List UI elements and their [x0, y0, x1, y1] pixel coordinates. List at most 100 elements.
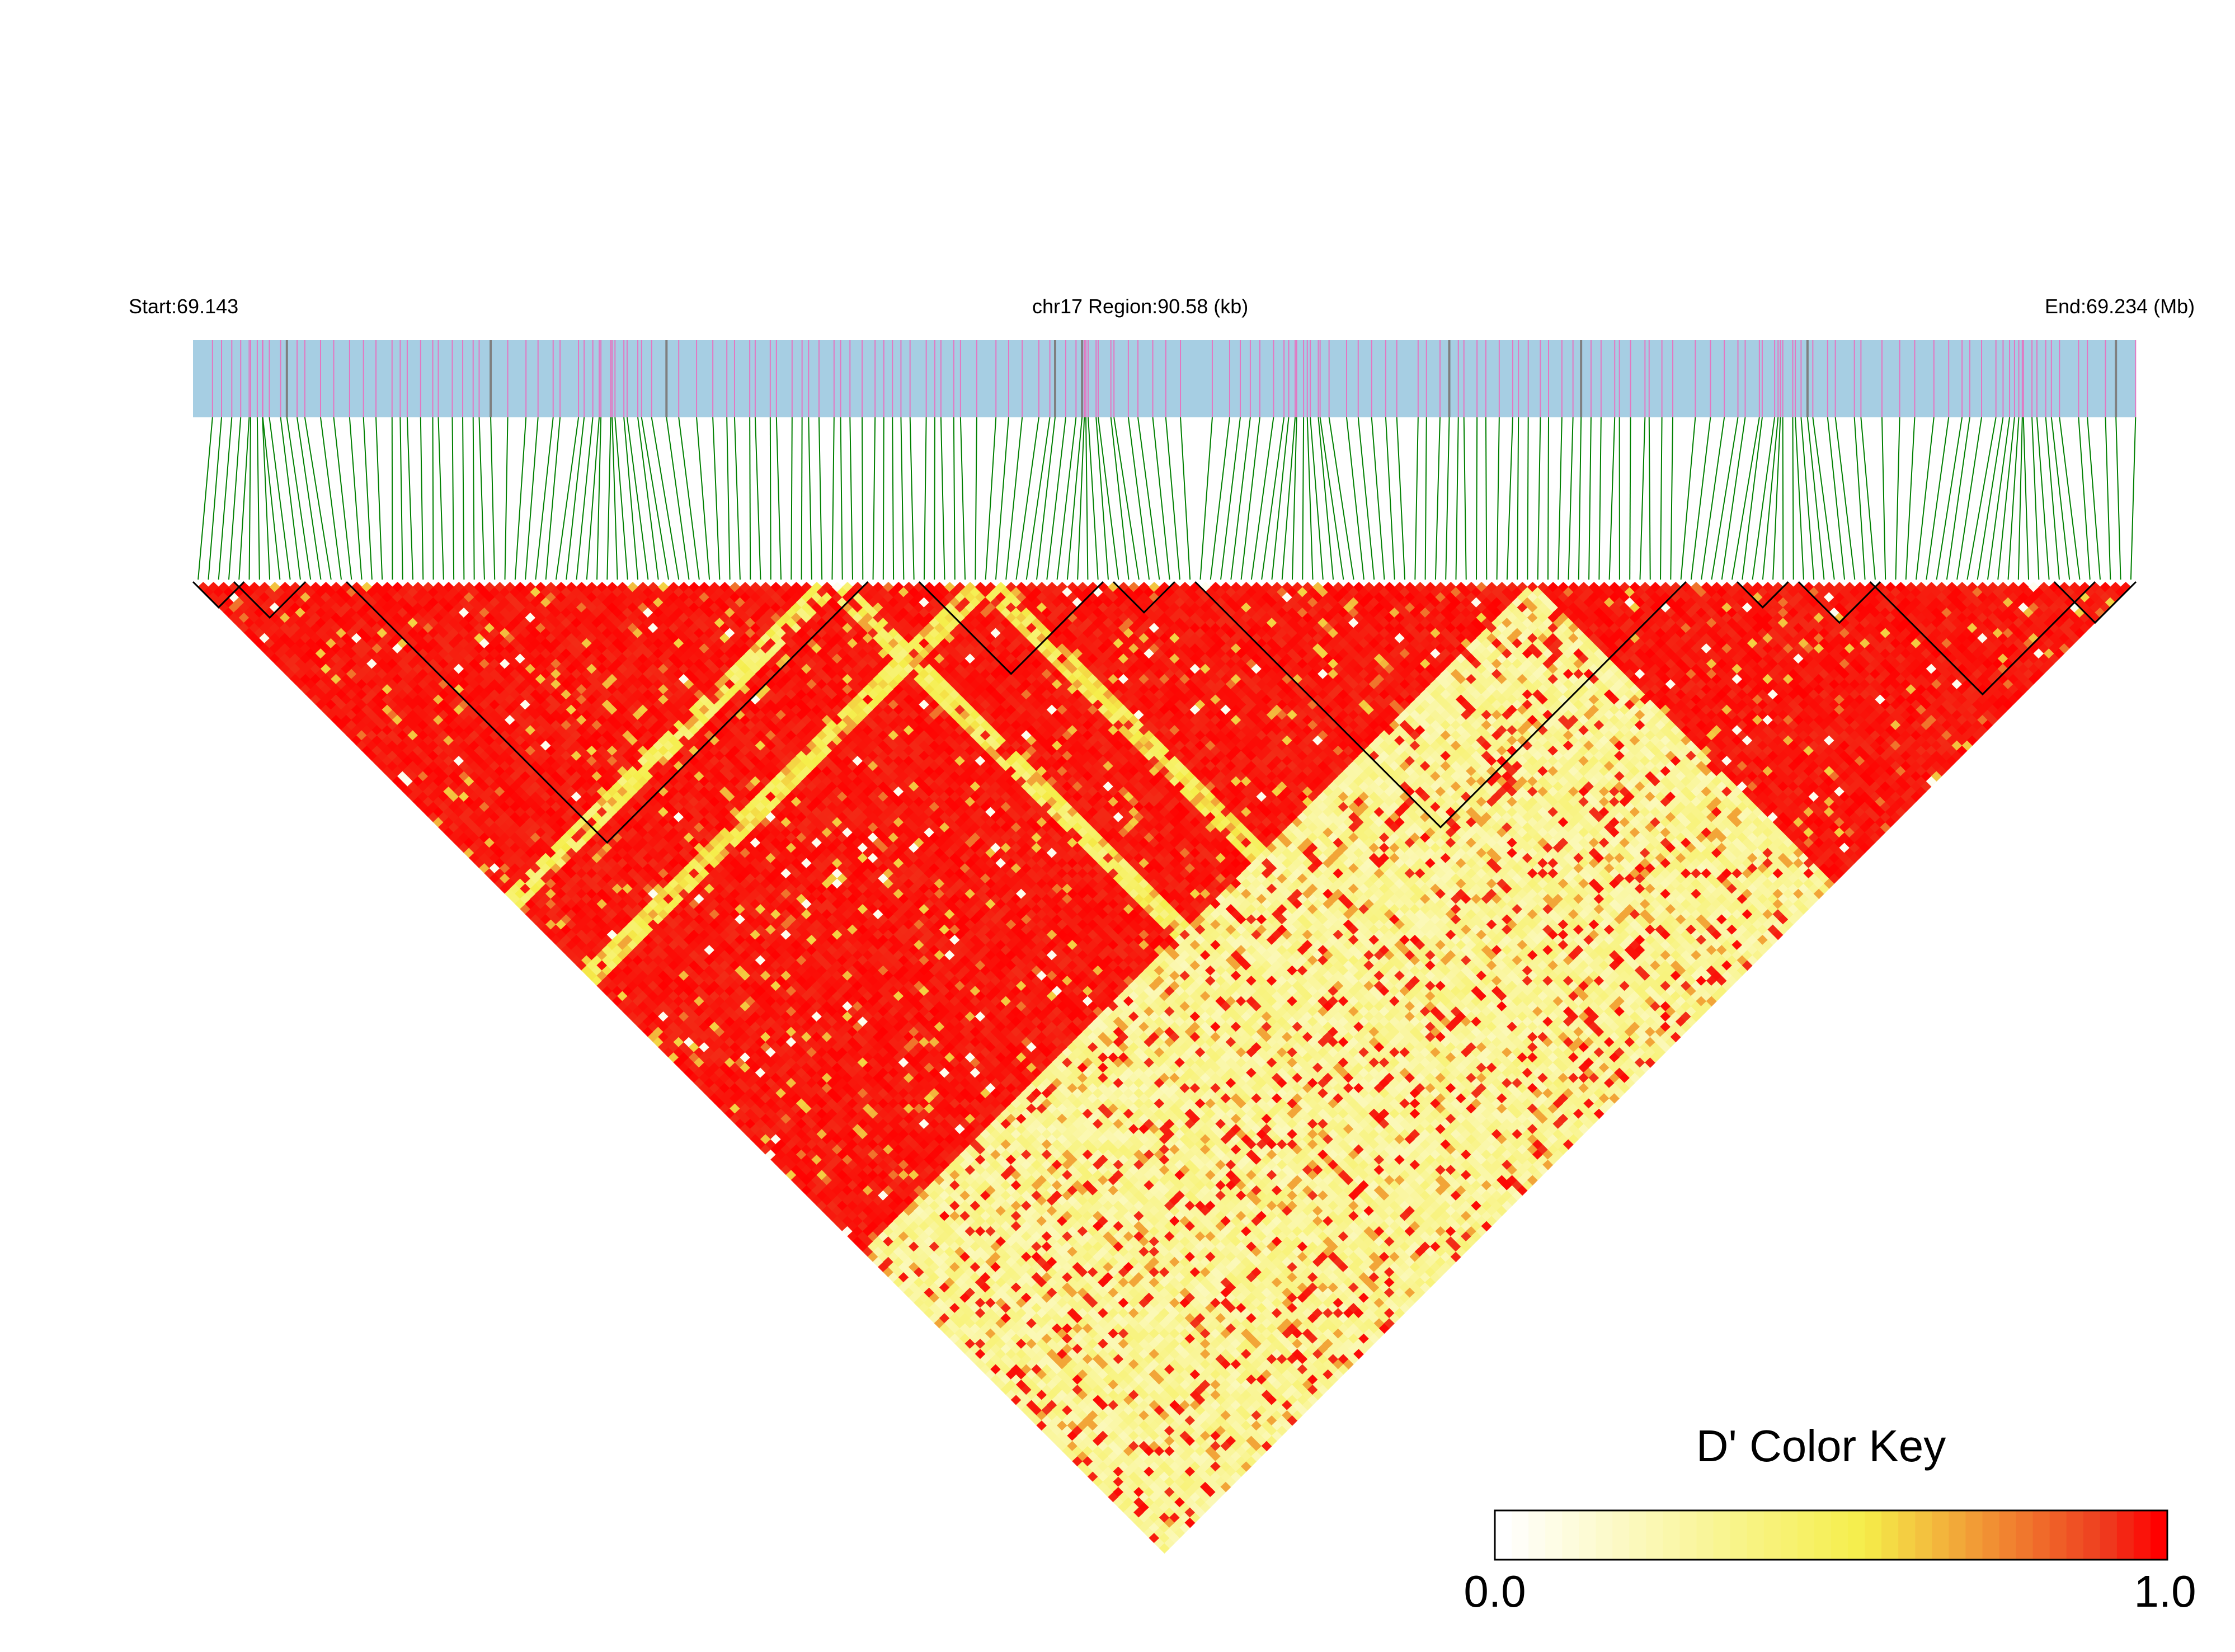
snp-connector	[1578, 417, 1582, 580]
snp-position-track	[193, 340, 2137, 582]
snp-connector	[1834, 417, 1856, 580]
snp-connector	[1795, 417, 1804, 580]
region-end-label: End:69.234 (Mb)	[2045, 295, 2195, 318]
snp-connector	[1517, 417, 1519, 580]
snp-connector	[1812, 417, 1835, 580]
snp-connector	[349, 417, 363, 580]
snp-connector	[1670, 417, 1674, 580]
snp-connector	[909, 417, 915, 580]
gene-track-background	[193, 340, 2136, 417]
connector-area	[193, 417, 2136, 582]
snp-connector	[791, 417, 793, 580]
snp-connector	[1357, 417, 1375, 580]
snp-connector	[1220, 417, 1241, 580]
snp-connector	[900, 417, 905, 580]
snp-connector	[1005, 417, 1023, 580]
snp-connector	[1281, 417, 1296, 580]
snp-connector	[1782, 417, 1784, 580]
snp-connector	[1792, 417, 1794, 580]
snp-connector	[1966, 417, 1997, 580]
snp-connector	[1396, 417, 1406, 580]
snp-connector	[611, 417, 618, 580]
snp-connector	[1588, 417, 1592, 580]
snp-connector	[1180, 417, 1191, 580]
snp-connector	[238, 417, 250, 580]
snp-connector	[1310, 417, 1324, 580]
snp-connector	[892, 417, 895, 580]
ld-cell	[208, 582, 219, 592]
snp-connector	[1905, 417, 1916, 580]
snp-connector	[1853, 417, 1866, 580]
snp-connector	[1463, 417, 1467, 580]
snp-connector	[1261, 417, 1285, 580]
snp-connector	[626, 417, 649, 580]
snp-connector	[953, 417, 956, 580]
snp-connector	[1860, 417, 1876, 580]
snp-connector	[333, 417, 352, 580]
snp-connector	[818, 417, 823, 580]
snp-connector	[262, 417, 281, 580]
snp-connector	[472, 417, 475, 580]
snp-connector	[2105, 417, 2111, 580]
snp-connector	[596, 417, 602, 580]
snp-connector	[831, 417, 835, 580]
snp-connector	[2078, 417, 2091, 580]
snp-connector	[1291, 417, 1297, 580]
snp-connector	[2031, 417, 2040, 580]
snp-connector	[462, 417, 465, 580]
snp-connector	[678, 417, 700, 580]
snp-connector	[1445, 417, 1450, 580]
snp-connector	[1240, 417, 1260, 580]
snp-connector	[363, 417, 373, 580]
snp-connector	[2130, 417, 2137, 580]
snp-connector	[1881, 417, 1886, 580]
snp-connector	[1210, 417, 1230, 580]
snp-connector	[1110, 417, 1130, 580]
snp-connector	[1319, 417, 1344, 580]
snp-connector	[1250, 417, 1274, 580]
snp-connector	[280, 417, 301, 580]
snp-connector	[1568, 417, 1574, 580]
snp-connector	[375, 417, 383, 580]
snp-connector	[1056, 417, 1077, 580]
snp-connector	[1762, 417, 1779, 580]
snp-connector	[1097, 417, 1119, 580]
snp-connector	[208, 417, 223, 580]
snp-connector	[1230, 417, 1251, 580]
snp-connector	[304, 417, 332, 580]
snp-connector	[696, 417, 711, 580]
snp-connector	[218, 417, 233, 580]
snp-connector	[641, 417, 669, 580]
snp-connector	[1066, 417, 1083, 580]
snp-connector	[726, 417, 731, 580]
snp-connector	[228, 417, 242, 580]
region-title-label: chr17 Region:90.58 (kb)	[1032, 295, 1248, 318]
snp-connector	[1742, 417, 1763, 580]
snp-connector	[1414, 417, 1419, 580]
snp-connector	[1752, 417, 1776, 580]
snp-connector	[1711, 417, 1739, 580]
snp-connector	[514, 417, 527, 580]
snp-connector	[2059, 417, 2081, 580]
snp-connector	[1547, 417, 1550, 580]
snp-connector	[1371, 417, 1385, 580]
snp-connector	[985, 417, 997, 580]
snp-connector	[1721, 417, 1746, 580]
snp-connector	[1506, 417, 1513, 580]
snp-connector	[862, 417, 864, 580]
snp-connector	[319, 417, 342, 580]
snp-connector-lines	[197, 417, 2137, 580]
snp-connector	[1085, 417, 1089, 580]
snp-connector	[545, 417, 561, 580]
snp-connector	[975, 417, 977, 580]
snp-connector	[2050, 417, 2071, 580]
snp-connector	[712, 417, 721, 580]
snp-connector	[1936, 417, 1963, 580]
snp-connector	[1639, 417, 1646, 580]
ld-cell	[218, 582, 229, 592]
snp-connector	[651, 417, 680, 580]
snp-connector	[1537, 417, 1541, 580]
snp-connector	[1077, 417, 1085, 580]
snp-connector	[1926, 417, 1950, 580]
